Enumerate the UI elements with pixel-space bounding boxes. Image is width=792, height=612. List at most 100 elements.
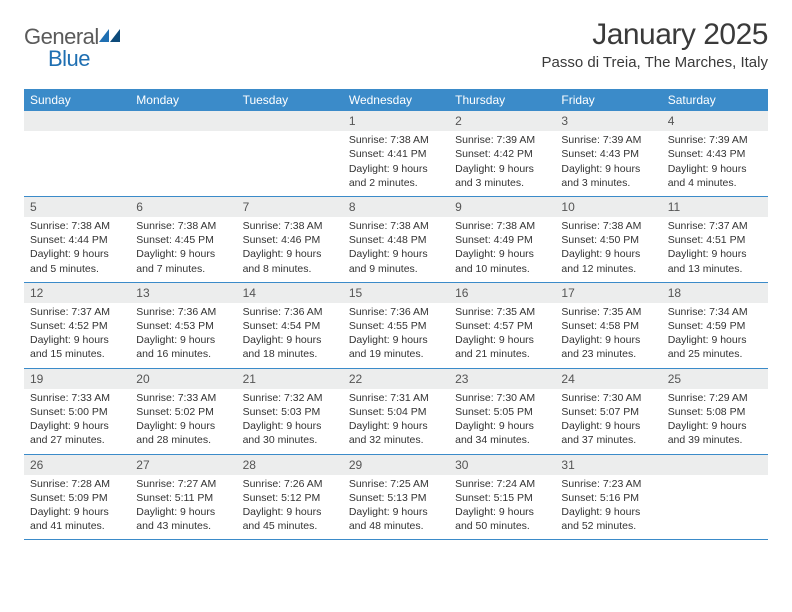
day-number: 1	[343, 111, 449, 131]
sunrise-text: Sunrise: 7:39 AM	[455, 133, 549, 147]
day-number: 19	[24, 369, 130, 389]
day-body: Sunrise: 7:36 AMSunset: 4:55 PMDaylight:…	[343, 303, 449, 368]
day-cell: 5Sunrise: 7:38 AMSunset: 4:44 PMDaylight…	[24, 197, 130, 282]
day-number: 28	[237, 455, 343, 475]
day-cell: 19Sunrise: 7:33 AMSunset: 5:00 PMDayligh…	[24, 369, 130, 454]
sunrise-text: Sunrise: 7:36 AM	[349, 305, 443, 319]
sunset-text: Sunset: 5:07 PM	[561, 405, 655, 419]
sunrise-text: Sunrise: 7:38 AM	[243, 219, 337, 233]
day-number: 12	[24, 283, 130, 303]
daylight-text: Daylight: 9 hours and 2 minutes.	[349, 162, 443, 190]
day-header: Tuesday	[237, 89, 343, 111]
day-header: Sunday	[24, 89, 130, 111]
sunset-text: Sunset: 5:11 PM	[136, 491, 230, 505]
day-body: Sunrise: 7:37 AMSunset: 4:51 PMDaylight:…	[662, 217, 768, 282]
week-row: 19Sunrise: 7:33 AMSunset: 5:00 PMDayligh…	[24, 369, 768, 455]
sunrise-text: Sunrise: 7:33 AM	[136, 391, 230, 405]
daylight-text: Daylight: 9 hours and 41 minutes.	[30, 505, 124, 533]
day-header: Monday	[130, 89, 236, 111]
day-cell: 29Sunrise: 7:25 AMSunset: 5:13 PMDayligh…	[343, 455, 449, 540]
sunrise-text: Sunrise: 7:37 AM	[668, 219, 762, 233]
daylight-text: Daylight: 9 hours and 7 minutes.	[136, 247, 230, 275]
sunset-text: Sunset: 4:51 PM	[668, 233, 762, 247]
sunrise-text: Sunrise: 7:38 AM	[455, 219, 549, 233]
sunset-text: Sunset: 4:50 PM	[561, 233, 655, 247]
month-title: January 2025	[542, 18, 769, 52]
daylight-text: Daylight: 9 hours and 50 minutes.	[455, 505, 549, 533]
day-cell: 1Sunrise: 7:38 AMSunset: 4:41 PMDaylight…	[343, 111, 449, 196]
sunrise-text: Sunrise: 7:39 AM	[668, 133, 762, 147]
day-body: Sunrise: 7:26 AMSunset: 5:12 PMDaylight:…	[237, 475, 343, 540]
sunrise-text: Sunrise: 7:33 AM	[30, 391, 124, 405]
header: General January 2025 Passo di Treia, The…	[24, 18, 768, 71]
daylight-text: Daylight: 9 hours and 23 minutes.	[561, 333, 655, 361]
day-cell: 11Sunrise: 7:37 AMSunset: 4:51 PMDayligh…	[662, 197, 768, 282]
sunset-text: Sunset: 4:59 PM	[668, 319, 762, 333]
day-cell: 13Sunrise: 7:36 AMSunset: 4:53 PMDayligh…	[130, 283, 236, 368]
brand-part2: Blue	[48, 46, 90, 71]
day-number: 8	[343, 197, 449, 217]
day-header: Saturday	[662, 89, 768, 111]
sunrise-text: Sunrise: 7:24 AM	[455, 477, 549, 491]
day-number: 10	[555, 197, 661, 217]
sunrise-text: Sunrise: 7:36 AM	[243, 305, 337, 319]
sunset-text: Sunset: 4:58 PM	[561, 319, 655, 333]
day-number: 9	[449, 197, 555, 217]
sunset-text: Sunset: 5:02 PM	[136, 405, 230, 419]
day-body: Sunrise: 7:39 AMSunset: 4:43 PMDaylight:…	[555, 131, 661, 196]
daylight-text: Daylight: 9 hours and 34 minutes.	[455, 419, 549, 447]
sunrise-text: Sunrise: 7:38 AM	[349, 219, 443, 233]
day-cell: 31Sunrise: 7:23 AMSunset: 5:16 PMDayligh…	[555, 455, 661, 540]
day-header-row: Sunday Monday Tuesday Wednesday Thursday…	[24, 89, 768, 111]
sunset-text: Sunset: 4:43 PM	[561, 147, 655, 161]
day-cell: 14Sunrise: 7:36 AMSunset: 4:54 PMDayligh…	[237, 283, 343, 368]
day-body: Sunrise: 7:33 AMSunset: 5:02 PMDaylight:…	[130, 389, 236, 454]
day-header: Wednesday	[343, 89, 449, 111]
day-number: 16	[449, 283, 555, 303]
day-number: 25	[662, 369, 768, 389]
daylight-text: Daylight: 9 hours and 8 minutes.	[243, 247, 337, 275]
day-body: Sunrise: 7:28 AMSunset: 5:09 PMDaylight:…	[24, 475, 130, 540]
sunset-text: Sunset: 4:45 PM	[136, 233, 230, 247]
day-cell: 26Sunrise: 7:28 AMSunset: 5:09 PMDayligh…	[24, 455, 130, 540]
day-cell: 24Sunrise: 7:30 AMSunset: 5:07 PMDayligh…	[555, 369, 661, 454]
day-body: Sunrise: 7:37 AMSunset: 4:52 PMDaylight:…	[24, 303, 130, 368]
day-cell: 8Sunrise: 7:38 AMSunset: 4:48 PMDaylight…	[343, 197, 449, 282]
day-cell: 15Sunrise: 7:36 AMSunset: 4:55 PMDayligh…	[343, 283, 449, 368]
daylight-text: Daylight: 9 hours and 13 minutes.	[668, 247, 762, 275]
day-cell: 2Sunrise: 7:39 AMSunset: 4:42 PMDaylight…	[449, 111, 555, 196]
sunrise-text: Sunrise: 7:29 AM	[668, 391, 762, 405]
day-body: Sunrise: 7:24 AMSunset: 5:15 PMDaylight:…	[449, 475, 555, 540]
daylight-text: Daylight: 9 hours and 12 minutes.	[561, 247, 655, 275]
day-body: Sunrise: 7:38 AMSunset: 4:49 PMDaylight:…	[449, 217, 555, 282]
day-number: 13	[130, 283, 236, 303]
day-cell: 6Sunrise: 7:38 AMSunset: 4:45 PMDaylight…	[130, 197, 236, 282]
daylight-text: Daylight: 9 hours and 25 minutes.	[668, 333, 762, 361]
day-number	[130, 111, 236, 131]
day-body: Sunrise: 7:30 AMSunset: 5:05 PMDaylight:…	[449, 389, 555, 454]
day-body: Sunrise: 7:25 AMSunset: 5:13 PMDaylight:…	[343, 475, 449, 540]
sunset-text: Sunset: 4:53 PM	[136, 319, 230, 333]
day-cell: 23Sunrise: 7:30 AMSunset: 5:05 PMDayligh…	[449, 369, 555, 454]
day-cell: 27Sunrise: 7:27 AMSunset: 5:11 PMDayligh…	[130, 455, 236, 540]
daylight-text: Daylight: 9 hours and 39 minutes.	[668, 419, 762, 447]
day-number: 3	[555, 111, 661, 131]
sunrise-text: Sunrise: 7:30 AM	[561, 391, 655, 405]
sunset-text: Sunset: 5:15 PM	[455, 491, 549, 505]
day-number: 26	[24, 455, 130, 475]
day-number: 11	[662, 197, 768, 217]
day-number: 27	[130, 455, 236, 475]
day-cell: 22Sunrise: 7:31 AMSunset: 5:04 PMDayligh…	[343, 369, 449, 454]
day-cell: 30Sunrise: 7:24 AMSunset: 5:15 PMDayligh…	[449, 455, 555, 540]
week-row: 5Sunrise: 7:38 AMSunset: 4:44 PMDaylight…	[24, 197, 768, 283]
location-text: Passo di Treia, The Marches, Italy	[542, 54, 769, 71]
day-body: Sunrise: 7:38 AMSunset: 4:44 PMDaylight:…	[24, 217, 130, 282]
sunrise-text: Sunrise: 7:30 AM	[455, 391, 549, 405]
day-cell: 20Sunrise: 7:33 AMSunset: 5:02 PMDayligh…	[130, 369, 236, 454]
day-body: Sunrise: 7:31 AMSunset: 5:04 PMDaylight:…	[343, 389, 449, 454]
daylight-text: Daylight: 9 hours and 45 minutes.	[243, 505, 337, 533]
daylight-text: Daylight: 9 hours and 3 minutes.	[561, 162, 655, 190]
day-body: Sunrise: 7:23 AMSunset: 5:16 PMDaylight:…	[555, 475, 661, 540]
day-number: 23	[449, 369, 555, 389]
sunrise-text: Sunrise: 7:27 AM	[136, 477, 230, 491]
